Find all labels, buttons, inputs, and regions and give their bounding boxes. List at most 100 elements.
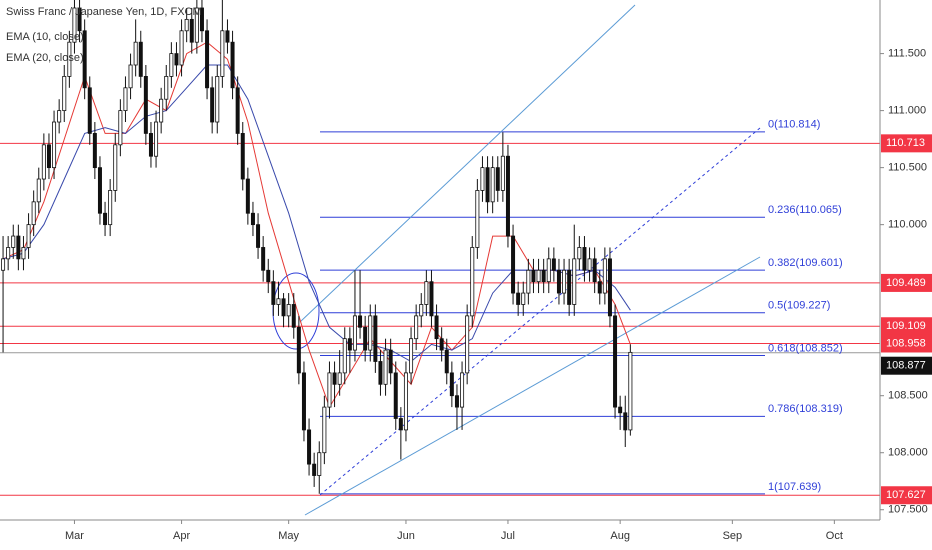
candle-body: [597, 281, 602, 294]
candle-body: [546, 258, 551, 283]
candle-body: [103, 212, 108, 226]
candle-body: [225, 30, 230, 43]
candle-body: [271, 281, 276, 305]
candle-body: [342, 338, 347, 374]
fib-label: 0.786(108.319): [768, 403, 843, 415]
candle-body: [322, 406, 327, 454]
x-tick-label: Aug: [610, 530, 630, 542]
fib-label: 0.236(110.065): [768, 204, 842, 216]
y-tick-label: 111.000: [888, 105, 926, 117]
candle-body: [516, 292, 521, 305]
x-tick-label: Jul: [501, 530, 515, 542]
candle-body: [551, 258, 556, 271]
legend-entry: EMA (10, close): [6, 31, 84, 43]
candle-body: [434, 315, 439, 340]
candle-body: [511, 235, 516, 294]
candle-body: [6, 247, 11, 260]
chart-title: Swiss Franc / Japanese Yen, 1D, FXCM: [6, 6, 202, 18]
candle-body: [541, 269, 546, 283]
level-label: 108.958: [886, 337, 926, 349]
candle-body: [607, 258, 612, 317]
candle-body: [460, 372, 465, 408]
channel-lower: [304, 256, 761, 516]
y-tick-label: 108.500: [888, 390, 928, 402]
fib-label: 1(107.639): [768, 481, 821, 493]
fib-label: 0.5(109.227): [768, 300, 830, 312]
candle-body: [133, 41, 138, 66]
candle-body: [46, 144, 51, 169]
candle-body: [562, 269, 567, 294]
candle-body: [230, 41, 235, 89]
candle-body: [352, 315, 357, 351]
candle-body: [261, 247, 266, 271]
candle-body: [169, 53, 174, 77]
candle-body: [312, 463, 317, 476]
candle-body: [490, 167, 495, 203]
candle-body: [327, 372, 332, 408]
x-tick-label: Apr: [173, 530, 190, 542]
candle-body: [419, 304, 424, 317]
channel-upper: [299, 4, 636, 323]
fib-label: 0.382(109.601): [768, 257, 843, 269]
y-tick-label: 111.500: [888, 48, 926, 60]
candle-body: [444, 349, 449, 374]
candle-body: [87, 87, 92, 134]
candle-body: [52, 121, 57, 169]
candle-body: [454, 395, 459, 408]
candle-body: [388, 349, 393, 374]
fib-label: 0.618(108.852): [768, 342, 843, 354]
candle-body: [220, 30, 225, 77]
y-tick-label: 110.500: [888, 162, 927, 174]
candle-body: [623, 412, 628, 431]
candle-body: [276, 298, 281, 305]
candle-body: [485, 167, 490, 203]
candle-body: [240, 133, 245, 180]
candle-body: [505, 155, 510, 237]
candle-body: [113, 144, 118, 191]
fib-label: 0(110.814): [768, 119, 820, 131]
candle-body: [138, 41, 143, 77]
candle-body: [628, 351, 633, 431]
candle-body: [11, 235, 16, 248]
candle-body: [531, 269, 536, 283]
candle-body: [358, 315, 363, 328]
candle-body: [577, 247, 582, 260]
level-tag: [881, 486, 932, 505]
candle-body: [199, 7, 204, 32]
candle-body: [189, 18, 194, 43]
candle-body: [373, 315, 378, 362]
candle-body: [143, 76, 148, 134]
ema-line: [2, 41, 631, 409]
y-tick-label: 108.000: [888, 447, 928, 459]
candle-body: [77, 7, 82, 32]
candle-body: [97, 167, 102, 214]
candle-body: [368, 315, 373, 351]
candle-body: [500, 155, 505, 191]
candle-body: [409, 338, 414, 374]
candle-body: [378, 361, 383, 385]
candle-body: [582, 247, 587, 271]
level-label: 110.713: [886, 137, 925, 149]
candle-body: [266, 269, 271, 283]
candle-body: [337, 372, 342, 385]
candle-body: [301, 372, 306, 431]
candle-body: [470, 247, 475, 317]
candle-body: [36, 178, 41, 203]
candle-body: [536, 269, 541, 283]
candle-body: [475, 190, 480, 248]
candle-body: [592, 258, 597, 283]
candle-body: [184, 18, 189, 32]
candle-body: [174, 53, 179, 66]
level-label: 107.627: [886, 489, 926, 501]
candle-body: [1, 258, 6, 271]
candle-body: [602, 258, 607, 294]
candle-body: [383, 349, 388, 385]
candle-body: [62, 76, 67, 112]
candle-body: [31, 201, 36, 226]
candle-body: [363, 326, 368, 351]
level-tag: [881, 273, 932, 292]
x-tick-label: May: [278, 530, 299, 542]
candle-body: [449, 372, 454, 397]
